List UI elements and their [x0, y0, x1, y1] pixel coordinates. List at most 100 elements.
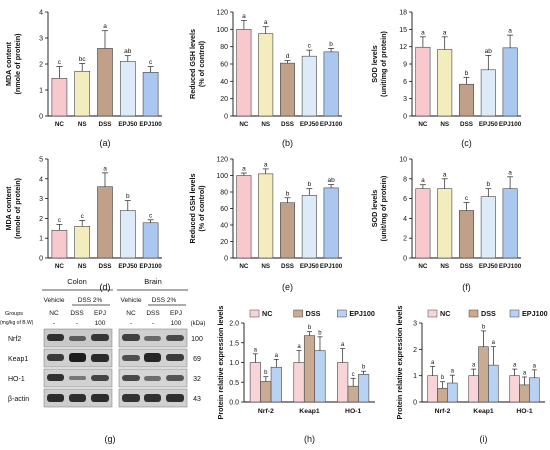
y-tick-label: 0 — [224, 114, 228, 121]
bar-epj50 — [301, 55, 317, 117]
y-axis-label-line: (nmole of protein) — [13, 177, 22, 239]
bar-nc — [51, 229, 68, 259]
y-tick-label: 3 — [39, 36, 43, 43]
y-tick-label: 2 — [39, 216, 43, 223]
x-tick-label: NC — [55, 263, 65, 270]
significance-letter: a — [508, 28, 512, 35]
significance-letter: ab — [485, 48, 493, 55]
significance-letter: b — [264, 370, 268, 376]
y-tick-label: 6 — [403, 196, 407, 203]
y-tick-label: 2 — [413, 347, 417, 354]
significance-letter: a — [508, 169, 512, 176]
chart-panel-c: 0 3 6 9 12 15 18 SOD levels(unit/mg of protein)… — [370, 10, 522, 149]
band — [69, 376, 86, 380]
kda-keap1: 69 — [193, 356, 201, 363]
y-axis-label: Reduced GSH levels(% of control) — [188, 174, 206, 244]
significance-letter: a — [264, 161, 268, 168]
x-tick-label: NC — [239, 263, 249, 270]
y-axis-label-line: (unit/mg of protein) — [379, 30, 388, 96]
band — [122, 394, 140, 402]
bar-ns — [74, 226, 91, 259]
y-tick-label: 60 — [220, 206, 228, 213]
x-tick-label: NS — [78, 263, 87, 270]
y-tick-label: 2.0 — [229, 321, 239, 328]
y-tick-label: 9 — [403, 62, 407, 69]
x-tick-label: EPJ100 — [320, 121, 343, 128]
bar-dss — [347, 385, 359, 403]
chart-panel-f: 0 2 4 6 8 10 SOD levels(unit/mg of protein) a NC… — [370, 157, 522, 293]
y-axis-label: Protein relative expression levels — [395, 306, 404, 420]
legend-swatch-dss — [293, 309, 303, 318]
bar-nc — [427, 375, 438, 403]
significance-letter: a — [242, 166, 246, 173]
lane-dss-brain: DSS — [146, 310, 160, 317]
panel-label-e: (e) — [282, 282, 293, 292]
bar-nc — [51, 78, 68, 117]
y-axis-label-line: (unit/mg of protein) — [379, 175, 388, 241]
legend-label-dss: DSS — [306, 309, 321, 318]
chart-panel-d: 0 1 2 3 4 5 MDA content(nmole of protein) c NC c N… — [4, 157, 162, 293]
significance-letter: a — [264, 19, 268, 26]
bar-ns — [74, 70, 91, 117]
significance-letter: b — [465, 70, 469, 77]
significance-letter: a — [451, 369, 455, 375]
y-tick-label: 100 — [216, 173, 228, 180]
lane-nc-colon: NC — [49, 310, 59, 317]
legend-swatch-nc — [249, 309, 260, 318]
x-tick-label: EPJ50 — [118, 121, 137, 128]
kda-nrf2: 100 — [191, 336, 203, 343]
bar-epj50 — [480, 69, 496, 117]
vehicle-label-colon: Vehicle — [44, 297, 65, 304]
panel-label-f: (f) — [462, 282, 471, 292]
x-tick-label: EPJ100 — [499, 263, 522, 270]
x-tick-label: DSS — [281, 263, 294, 270]
significance-letter: a — [103, 165, 107, 172]
dose-dss-colon: - — [76, 320, 78, 327]
x-tick-label: DSS — [281, 121, 294, 128]
y-tick-label: 4 — [39, 176, 43, 183]
significance-letter: c — [81, 213, 85, 220]
y-tick-label: 12 — [399, 44, 407, 51]
significance-letter: c — [352, 372, 355, 378]
x-tick-label: EPJ100 — [499, 121, 522, 128]
band — [47, 354, 64, 361]
y-tick-label: 0 — [39, 114, 43, 121]
band — [122, 334, 140, 341]
y-axis-label-line: (% of control) — [197, 40, 206, 87]
significance-letter: ab — [124, 48, 132, 55]
panel-label-a: (a) — [100, 138, 111, 148]
y-axis-label-line: MDA content — [4, 186, 13, 231]
bar-dss — [280, 62, 295, 117]
significance-letter: c — [58, 59, 62, 66]
protein-label-keap1: Keap1 — [8, 356, 28, 363]
x-tick-label: EPJ50 — [118, 263, 137, 270]
protein-label-ho1: HO-1 — [8, 376, 25, 383]
legend-swatch-nc — [427, 309, 438, 318]
y-axis-label-line: Reduced GSH levels — [188, 29, 197, 99]
y-tick-label: 0 — [413, 400, 417, 407]
lane-dss-colon: DSS — [70, 310, 84, 317]
bar-epj100 — [270, 366, 282, 403]
significance-letter: b — [308, 325, 312, 331]
y-axis-label-line: Protein relative expression levels — [216, 306, 225, 420]
protein-label-actin: β-actin — [8, 396, 29, 403]
y-tick-label: 1.0 — [229, 360, 239, 367]
band — [91, 354, 109, 362]
y-tick-label: 80 — [220, 44, 228, 51]
y-axis-label: SOD levels(unit/mg of protein) — [370, 30, 388, 96]
y-axis-label-line: Protein relative expression levels — [395, 306, 404, 420]
legend-label-nc: NC — [440, 309, 450, 318]
y-tick-label: 120 — [216, 10, 228, 17]
bar-epj100 — [314, 350, 326, 403]
y-axis-label: MDA content(nmole of protein) — [4, 33, 22, 95]
x-tick-label: NS — [440, 121, 449, 128]
panel-label-g: (g) — [105, 434, 116, 444]
band — [166, 354, 184, 361]
bar-epj100 — [323, 51, 339, 117]
bar-epj100 — [142, 222, 159, 259]
bar-epj50 — [119, 61, 136, 117]
band — [91, 375, 109, 381]
bar-dss — [459, 83, 474, 117]
y-axis-label-line: SOD levels — [370, 190, 379, 228]
